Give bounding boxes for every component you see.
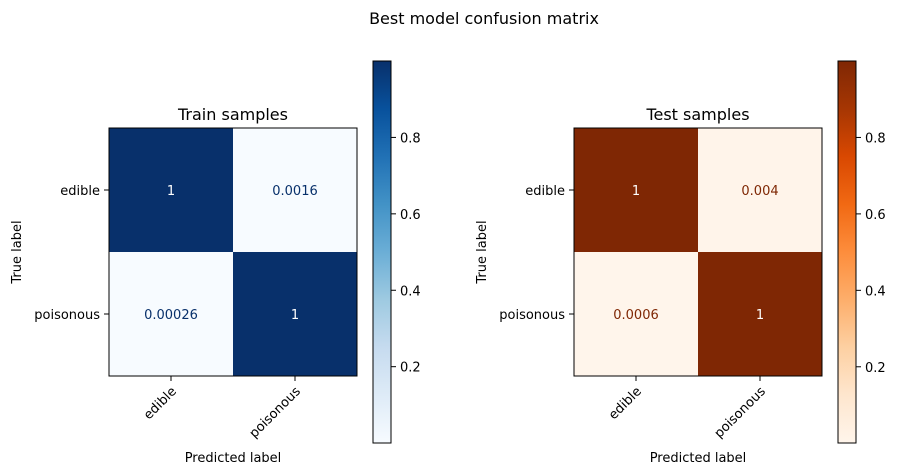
train-cell-label-0-1: 0.0016 <box>272 184 318 199</box>
train-cell-label-1-0: 0.00026 <box>144 308 198 323</box>
train-ytick-label: edible <box>60 184 100 199</box>
train-xtick-label: poisonous <box>247 384 304 441</box>
test-ytick-label: poisonous <box>499 308 565 323</box>
test-colorbar-tick-label: 0.2 <box>865 361 886 376</box>
train-title: Train samples <box>177 105 288 124</box>
train-colorbar-tick-label: 0.6 <box>400 208 421 223</box>
test-colorbar-tick-label: 0.8 <box>865 131 886 146</box>
train-cell-0-1 <box>233 128 357 252</box>
train-cell-1-0 <box>109 252 233 376</box>
test-cell-0-0 <box>574 128 698 252</box>
test-cell-label-0-0: 1 <box>632 184 640 199</box>
test-xtick-label: poisonous <box>712 384 769 441</box>
test-colorbar-tick-label: 0.6 <box>865 208 886 223</box>
test-ytick-label: edible <box>525 184 565 199</box>
train-cell-1-1 <box>233 252 357 376</box>
test-cell-1-0 <box>574 252 698 376</box>
test-colorbar <box>837 60 857 444</box>
train-xlabel: Predicted label <box>185 451 282 466</box>
train-colorbar <box>372 60 392 444</box>
train-ylabel: True label <box>10 220 25 284</box>
test-cell-label-0-1: 0.004 <box>741 184 778 199</box>
test-confusion-matrix: Test samples 1 0.004 0.0006 1 edible poisono… <box>475 60 886 466</box>
train-colorbar-tick-label: 0.8 <box>400 131 421 146</box>
train-xtick-label: edible <box>141 384 180 423</box>
train-colorbar-tick-label: 0.2 <box>400 361 421 376</box>
train-ytick-label: poisonous <box>34 308 100 323</box>
train-matrix-frame <box>108 127 358 377</box>
test-ylabel: True label <box>475 220 490 284</box>
train-cell-0-0 <box>109 128 233 252</box>
test-xlabel: Predicted label <box>650 451 747 466</box>
test-colorbar-tick-label: 0.4 <box>865 284 886 299</box>
test-xtick-label: edible <box>606 384 645 423</box>
train-cell-label-1-1: 1 <box>291 308 299 323</box>
train-confusion-matrix: Train samples 1 0.0016 0.00026 1 edible pois… <box>10 60 421 466</box>
train-cell-label-0-0: 1 <box>167 184 175 199</box>
train-colorbar-tick-label: 0.4 <box>400 284 421 299</box>
test-title: Test samples <box>645 105 749 124</box>
test-cell-label-1-1: 1 <box>756 308 764 323</box>
test-matrix-frame <box>573 127 823 377</box>
test-cell-1-1 <box>698 252 822 376</box>
test-cell-label-1-0: 0.0006 <box>613 308 659 323</box>
figure-suptitle: Best model confusion matrix <box>369 9 599 28</box>
test-cell-0-1 <box>698 128 822 252</box>
